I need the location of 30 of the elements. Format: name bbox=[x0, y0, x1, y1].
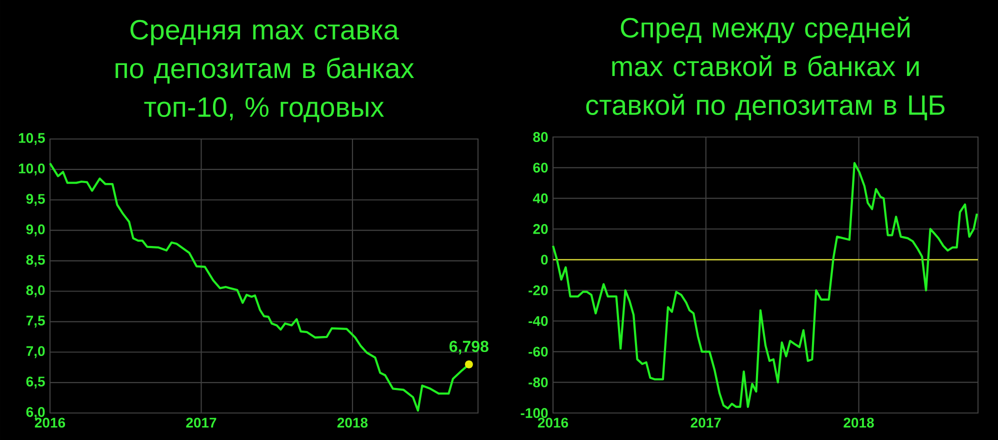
x-tick-label: 2016 bbox=[34, 418, 66, 428]
y-tick-label: 7,5 bbox=[26, 316, 45, 328]
x-tick-label: 2018 bbox=[844, 418, 874, 428]
x-tick-label: 2018 bbox=[337, 418, 368, 428]
x-tick-label: 2017 bbox=[690, 418, 721, 428]
chart-title: Средняя max ставка по депозитам в банках топ-10, % годовых bbox=[116, 20, 414, 122]
y-tick-label: 20 bbox=[533, 224, 548, 234]
x-tick-label: 2017 bbox=[186, 418, 216, 428]
y-tick-label: 9,5 bbox=[26, 194, 45, 206]
y-tick-label: 40 bbox=[532, 193, 548, 204]
y-tick-label: -100 bbox=[520, 408, 548, 418]
y-tick-label: 10,0 bbox=[18, 163, 45, 176]
y-tick-label: 7,0 bbox=[26, 346, 45, 358]
y-tick-label: 6,5 bbox=[26, 376, 45, 389]
x-tick-label: 2016 bbox=[538, 418, 568, 428]
y-tick-label: 60 bbox=[533, 162, 548, 173]
y-tick-label: 6,0 bbox=[26, 407, 45, 419]
line-series bbox=[552, 162, 978, 410]
y-tick-label: -80 bbox=[528, 377, 548, 388]
y-tick-label: 0 bbox=[541, 254, 548, 265]
y-tick-label: 80 bbox=[533, 132, 548, 142]
y-tick-label: -60 bbox=[528, 346, 548, 357]
y-tick-label: 8,5 bbox=[26, 254, 45, 267]
y-tick-label: -20 bbox=[528, 285, 548, 296]
chart-title: Спред между средней max ставкой в банках и ставкой по депозитам в ЦБ bbox=[586, 16, 944, 120]
y-tick-label: 8,0 bbox=[26, 285, 45, 298]
y-tick-label: -40 bbox=[528, 316, 548, 326]
annotation: 6,798 bbox=[450, 340, 488, 354]
y-tick-label: 9,0 bbox=[26, 224, 45, 236]
y-tick-label: 10,5 bbox=[18, 133, 45, 145]
